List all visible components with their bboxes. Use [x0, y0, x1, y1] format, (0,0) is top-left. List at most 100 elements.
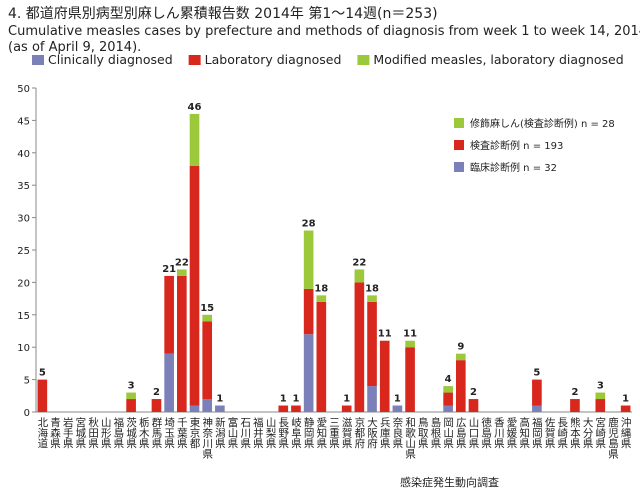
- data-label: 11: [378, 329, 392, 340]
- y-tick-label: 25: [17, 246, 30, 257]
- data-label: 1: [216, 394, 223, 405]
- data-label: 11: [403, 329, 417, 340]
- bar-segment: [443, 405, 453, 412]
- data-label: 1: [280, 394, 287, 405]
- x-tick-label: 神奈川県: [201, 416, 213, 460]
- bar-segment: [570, 399, 580, 412]
- x-tick-label: 北海道: [36, 417, 48, 449]
- legend-swatch: [32, 55, 44, 65]
- data-label: 9: [457, 342, 464, 353]
- bar-segment: [455, 360, 466, 412]
- bar-segment: [405, 347, 415, 412]
- bar-segment: [443, 386, 453, 393]
- x-tick-label: 青森県: [49, 416, 61, 449]
- data-label: 22: [175, 257, 189, 268]
- y-tick-label: 10: [17, 343, 30, 354]
- x-tick-label: 長野県: [277, 417, 289, 449]
- x-tick-label: 大阪府: [366, 416, 378, 449]
- y-tick-label: 5: [24, 376, 30, 387]
- bar-segment: [354, 282, 365, 412]
- bar-segment: [37, 379, 48, 412]
- x-tick-label: 福島県: [112, 416, 124, 449]
- source: 感染症発生動向調査: [400, 475, 499, 489]
- bar-segment: [126, 399, 136, 412]
- bar-segment: [151, 399, 162, 412]
- bar-segment: [367, 386, 377, 412]
- x-tick-label: 高知県: [518, 416, 530, 449]
- legend-swatch: [188, 55, 201, 65]
- x-tick-label: 埼玉県: [163, 416, 175, 449]
- bar-segment: [595, 392, 606, 400]
- bar-segment: [367, 301, 377, 387]
- bar-segment: [443, 392, 453, 406]
- legend-swatch: [454, 118, 464, 128]
- data-label: 5: [39, 368, 46, 379]
- x-tick-label: 千葉県: [176, 417, 188, 449]
- bar-segment: [202, 314, 213, 322]
- x-tick-label: 香川県: [493, 417, 505, 449]
- x-tick-label: 熊本県: [569, 416, 581, 449]
- x-tick-label: 鹿児島県: [607, 416, 619, 460]
- x-tick-label: 鳥取県: [417, 416, 429, 449]
- data-label: 46: [188, 102, 202, 113]
- x-tick-label: 徳島県: [480, 416, 492, 449]
- legend-label: 臨床診断例 n = 32: [470, 161, 557, 174]
- x-tick-label: 滋賀県: [341, 416, 353, 449]
- legend-label: 修飾麻しん(検査診断例) n = 28: [470, 117, 615, 130]
- bar-segment: [164, 353, 174, 412]
- bar-segment: [303, 334, 314, 412]
- x-tick-label: 宮城県: [74, 416, 86, 449]
- x-tick-label: 群馬県: [150, 416, 162, 449]
- bar-segment: [405, 340, 415, 348]
- x-tick-label: 福井県: [252, 416, 264, 449]
- y-tick-label: 30: [17, 214, 30, 225]
- bar-segment: [468, 399, 479, 412]
- bar-segment: [341, 405, 352, 412]
- bar-segment: [303, 230, 314, 289]
- x-tick-label: 福岡県: [531, 416, 543, 449]
- x-tick-label: 和歌山県: [404, 417, 416, 460]
- x-tick-label: 岡山県: [442, 417, 454, 449]
- bar-segment: [202, 399, 213, 412]
- x-tick-label: 石川県: [239, 417, 251, 449]
- bar-segment: [532, 379, 542, 406]
- x-tick-label: 沖縄県: [620, 416, 632, 449]
- bar-segment: [126, 392, 136, 400]
- x-tick-label: 秋田県: [87, 416, 99, 449]
- legend-label: Modified measles, laboratory diagnosed: [373, 52, 623, 67]
- data-label: 1: [343, 394, 350, 405]
- bar-segment: [177, 269, 187, 276]
- bar-segment: [215, 405, 225, 412]
- data-label: 3: [128, 381, 135, 392]
- bar-segment: [532, 405, 542, 412]
- bar-segment: [189, 405, 200, 412]
- data-label: 2: [470, 387, 477, 398]
- bar-segment: [164, 275, 174, 354]
- x-tick-label: 静岡県: [303, 416, 315, 449]
- legend-swatch: [454, 140, 464, 150]
- x-tick-label: 三重県: [328, 417, 340, 449]
- x-tick-label: 岐阜県: [290, 416, 302, 449]
- data-label: 5: [533, 368, 540, 379]
- legend-swatch: [357, 55, 370, 65]
- bar-segment: [189, 113, 200, 166]
- bar-segment: [177, 275, 187, 412]
- x-tick-label: 宮崎県: [594, 416, 606, 449]
- y-tick-label: 45: [17, 116, 30, 127]
- bar-segment: [189, 165, 200, 406]
- bar-segment: [620, 405, 631, 412]
- chart-title: 4. 都道府県別病型別麻しん累積報告数 2014年 第1～14週(n＝253): [8, 5, 438, 22]
- subtitle: Cumulative measles cases by prefecture a…: [8, 24, 640, 39]
- bar-segment: [354, 269, 365, 283]
- x-tick-label: 佐賀県: [544, 416, 556, 449]
- x-tick-label: 山梨県: [265, 417, 277, 449]
- y-tick-label: 35: [17, 181, 30, 192]
- data-label: 22: [352, 257, 366, 268]
- subtitle: (as of April 9, 2014).: [8, 40, 141, 55]
- x-tick-label: 愛知県: [315, 416, 327, 449]
- x-tick-label: 東京都: [189, 416, 201, 449]
- legend-label: 検査診断例 n = 193: [470, 139, 563, 152]
- bar-segment: [278, 405, 289, 412]
- x-tick-label: 富山県: [227, 416, 239, 449]
- y-tick-label: 0: [24, 408, 30, 419]
